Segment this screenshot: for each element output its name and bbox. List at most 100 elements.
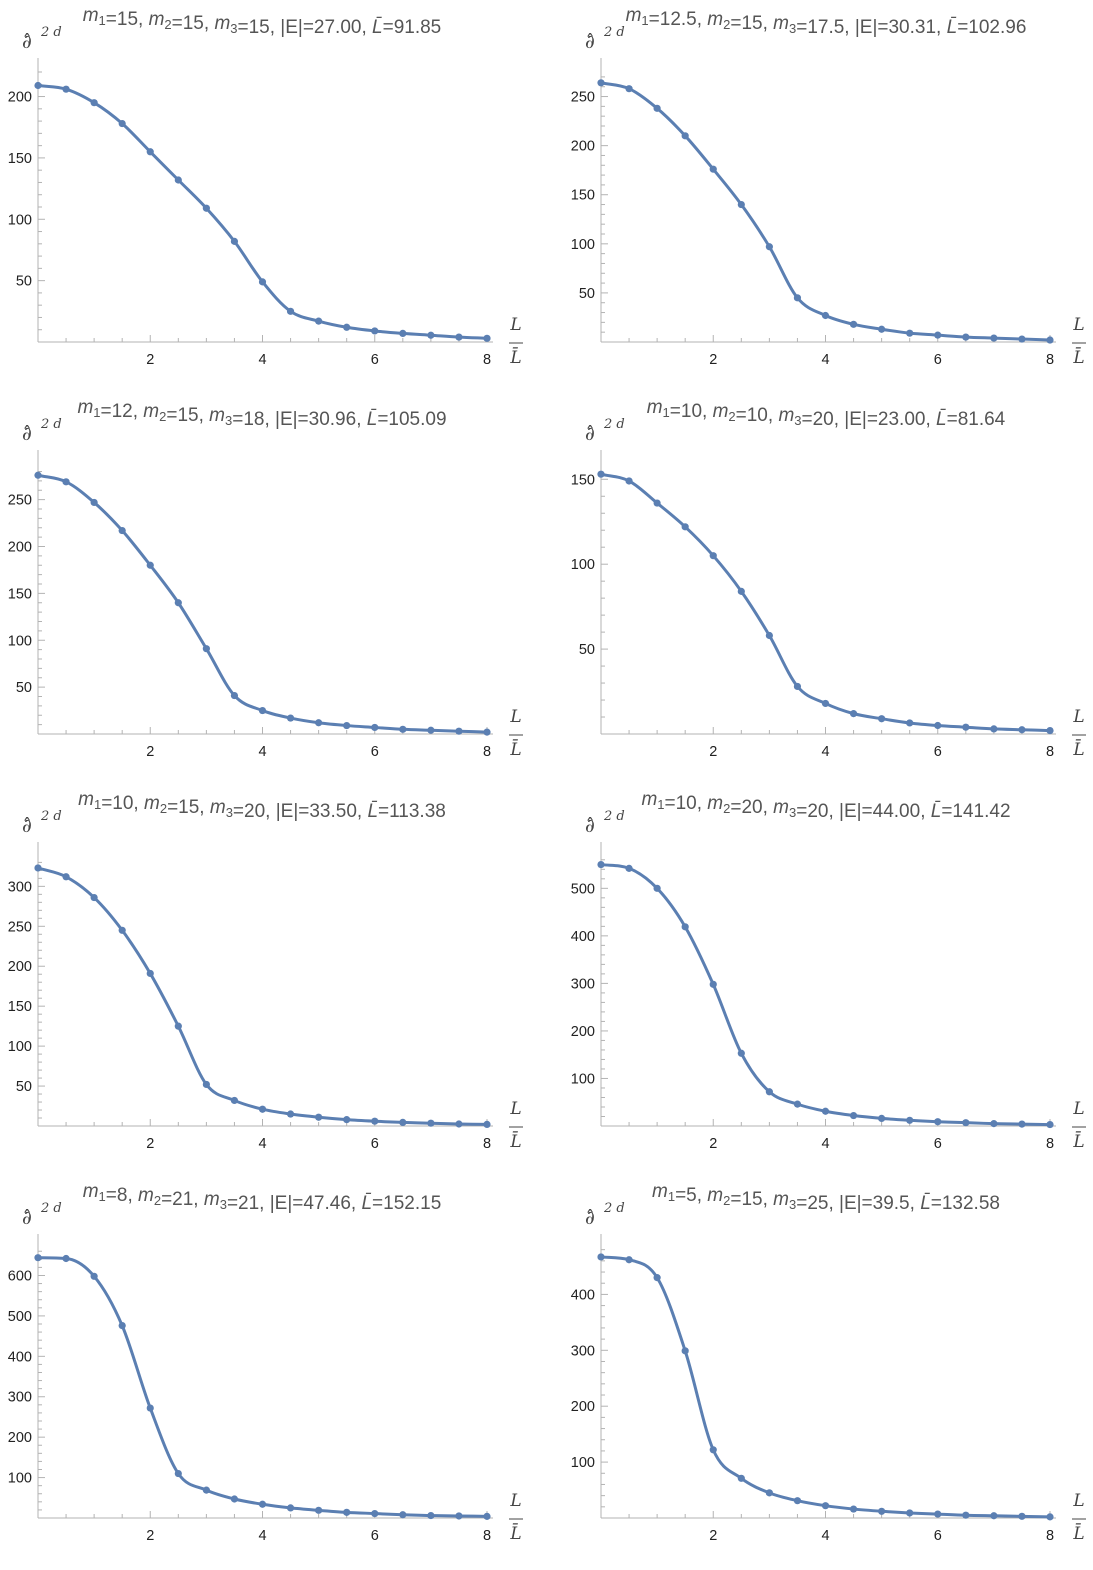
data-point: [286, 307, 295, 315]
chart-title: m1=10, m2=15, m3=20, |E|=33.50, L̄=113.3…: [78, 789, 446, 822]
series-line: [599, 863, 1052, 1127]
series-line: [599, 472, 1052, 733]
x-tick-label: 2: [146, 1528, 154, 1544]
data-point: [849, 1111, 858, 1120]
y-tick-label: 150: [571, 472, 595, 488]
y-tick-label: 100: [571, 237, 595, 253]
data-point: [483, 1120, 491, 1129]
data-point: [90, 99, 98, 107]
data-point: [174, 1469, 182, 1478]
data-point: [709, 552, 717, 560]
data-point: [455, 1512, 463, 1520]
data-point: [625, 477, 633, 485]
data-point: [371, 1117, 379, 1125]
data-point: [286, 1110, 295, 1118]
x-axis-label-numerator: L: [509, 1491, 521, 1511]
data-point: [990, 334, 998, 342]
data-point: [906, 1116, 914, 1124]
x-axis-label-numerator: L: [1072, 1099, 1084, 1119]
chart-title: m1=10, m2=20, m3=20, |E|=44.00, L̄=141.4…: [641, 789, 1010, 822]
y-tick-label: 150: [8, 999, 32, 1015]
data-point: [90, 1272, 98, 1280]
data-point: [709, 165, 717, 173]
x-tick-label: 4: [258, 352, 266, 368]
x-tick-label: 2: [709, 1528, 717, 1544]
data-point: [230, 237, 239, 245]
data-point: [202, 1080, 210, 1089]
x-tick-label: 8: [483, 744, 491, 760]
y-tick-label: 300: [571, 976, 595, 992]
data-point: [765, 1489, 773, 1497]
data-point: [793, 682, 802, 691]
y-tick-label: 50: [579, 642, 595, 658]
x-tick-label: 8: [483, 352, 491, 368]
x-axis-label-numerator: L: [509, 707, 521, 727]
x-tick-label: 8: [483, 1528, 491, 1544]
data-point: [371, 723, 379, 732]
series-line: [599, 81, 1052, 342]
y-axis-label-power: 2 d: [603, 1201, 625, 1216]
x-axis-label-denominator: L̄: [509, 738, 521, 760]
data-point: [990, 1512, 998, 1520]
chart-panel-7: m1=8, m2=21, m3=21, |E|=47.46, L̄=152.15…: [8, 1181, 523, 1544]
chart-title: m1=10, m2=10, m3=20, |E|=23.00, L̄=81.64: [647, 397, 1006, 430]
data-point: [202, 204, 210, 212]
data-point: [962, 1119, 970, 1127]
data-point: [343, 323, 351, 331]
data-point: [597, 860, 605, 869]
x-tick-label: 2: [709, 1136, 717, 1152]
x-axis-label-denominator: L̄: [509, 1130, 521, 1152]
data-point: [315, 317, 323, 325]
x-tick-label: 8: [1046, 744, 1054, 760]
data-point: [1018, 726, 1026, 734]
y-tick-label: 200: [571, 1399, 595, 1415]
series-line: [36, 866, 489, 1126]
x-tick-label: 4: [821, 352, 829, 368]
data-point: [146, 148, 154, 156]
chart-panel-4: m1=10, m2=10, m3=20, |E|=23.00, L̄=81.64…: [571, 397, 1086, 760]
data-point: [737, 587, 745, 595]
x-axis-label-denominator: L̄: [509, 346, 521, 368]
x-tick-label: 4: [258, 744, 266, 760]
data-point: [849, 1505, 858, 1513]
x-tick-label: 8: [1046, 352, 1054, 368]
y-tick-label: 250: [8, 493, 32, 509]
data-point: [962, 1511, 970, 1519]
x-tick-label: 6: [934, 352, 942, 368]
x-axis-label-denominator: L̄: [1072, 1130, 1084, 1152]
x-tick-label: 4: [821, 1136, 829, 1152]
data-point: [315, 1506, 323, 1514]
data-point: [793, 1497, 802, 1505]
data-point: [399, 329, 407, 338]
data-point: [1046, 1120, 1054, 1129]
y-tick-label: 500: [571, 881, 595, 897]
data-point: [1018, 335, 1026, 343]
data-point: [146, 1404, 154, 1412]
x-axis-label-numerator: L: [509, 1099, 521, 1119]
data-point: [681, 1347, 689, 1355]
data-point: [906, 1509, 914, 1517]
data-point: [1046, 336, 1054, 344]
data-point: [258, 1500, 267, 1508]
data-point: [146, 969, 154, 978]
y-axis-label-power: 2 d: [603, 809, 625, 824]
data-point: [709, 1446, 717, 1454]
series-line: [599, 1255, 1052, 1519]
y-tick-label: 100: [571, 1071, 595, 1087]
y-tick-label: 100: [8, 212, 32, 228]
y-axis-label: ∂̂: [22, 1207, 32, 1229]
data-point: [653, 1274, 661, 1282]
data-point: [765, 631, 773, 640]
x-axis-label-denominator: L̄: [509, 1522, 521, 1544]
x-axis-label-numerator: L: [1072, 707, 1084, 727]
x-tick-label: 8: [1046, 1136, 1054, 1152]
y-tick-label: 400: [571, 1287, 595, 1303]
series-line: [36, 473, 489, 734]
y-tick-label: 150: [8, 586, 32, 602]
y-tick-label: 100: [571, 1455, 595, 1471]
y-tick-label: 100: [8, 1471, 32, 1487]
data-point: [483, 728, 491, 736]
data-point: [934, 331, 942, 339]
data-point: [427, 726, 435, 734]
data-point: [371, 327, 379, 335]
